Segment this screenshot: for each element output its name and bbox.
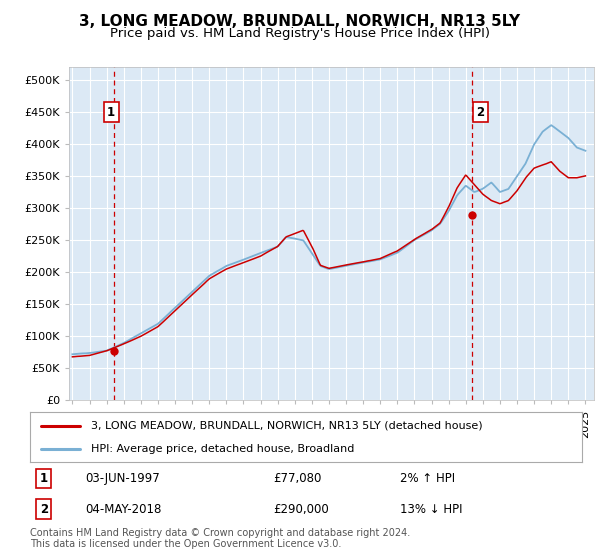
Text: 1: 1 (107, 105, 115, 119)
Text: £290,000: £290,000 (273, 503, 329, 516)
Text: 2: 2 (40, 503, 48, 516)
Text: 03-JUN-1997: 03-JUN-1997 (85, 472, 160, 485)
Text: This data is licensed under the Open Government Licence v3.0.: This data is licensed under the Open Gov… (30, 539, 341, 549)
Text: 3, LONG MEADOW, BRUNDALL, NORWICH, NR13 5LY (detached house): 3, LONG MEADOW, BRUNDALL, NORWICH, NR13 … (91, 421, 482, 431)
Text: 13% ↓ HPI: 13% ↓ HPI (400, 503, 463, 516)
Text: 2% ↑ HPI: 2% ↑ HPI (400, 472, 455, 485)
Text: 1: 1 (40, 472, 48, 485)
Text: 3, LONG MEADOW, BRUNDALL, NORWICH, NR13 5LY: 3, LONG MEADOW, BRUNDALL, NORWICH, NR13 … (79, 14, 521, 29)
Text: Contains HM Land Registry data © Crown copyright and database right 2024.: Contains HM Land Registry data © Crown c… (30, 528, 410, 538)
Text: 04-MAY-2018: 04-MAY-2018 (85, 503, 161, 516)
Text: Price paid vs. HM Land Registry's House Price Index (HPI): Price paid vs. HM Land Registry's House … (110, 27, 490, 40)
Text: HPI: Average price, detached house, Broadland: HPI: Average price, detached house, Broa… (91, 444, 354, 454)
Text: 2: 2 (476, 105, 484, 119)
Text: £77,080: £77,080 (273, 472, 321, 485)
